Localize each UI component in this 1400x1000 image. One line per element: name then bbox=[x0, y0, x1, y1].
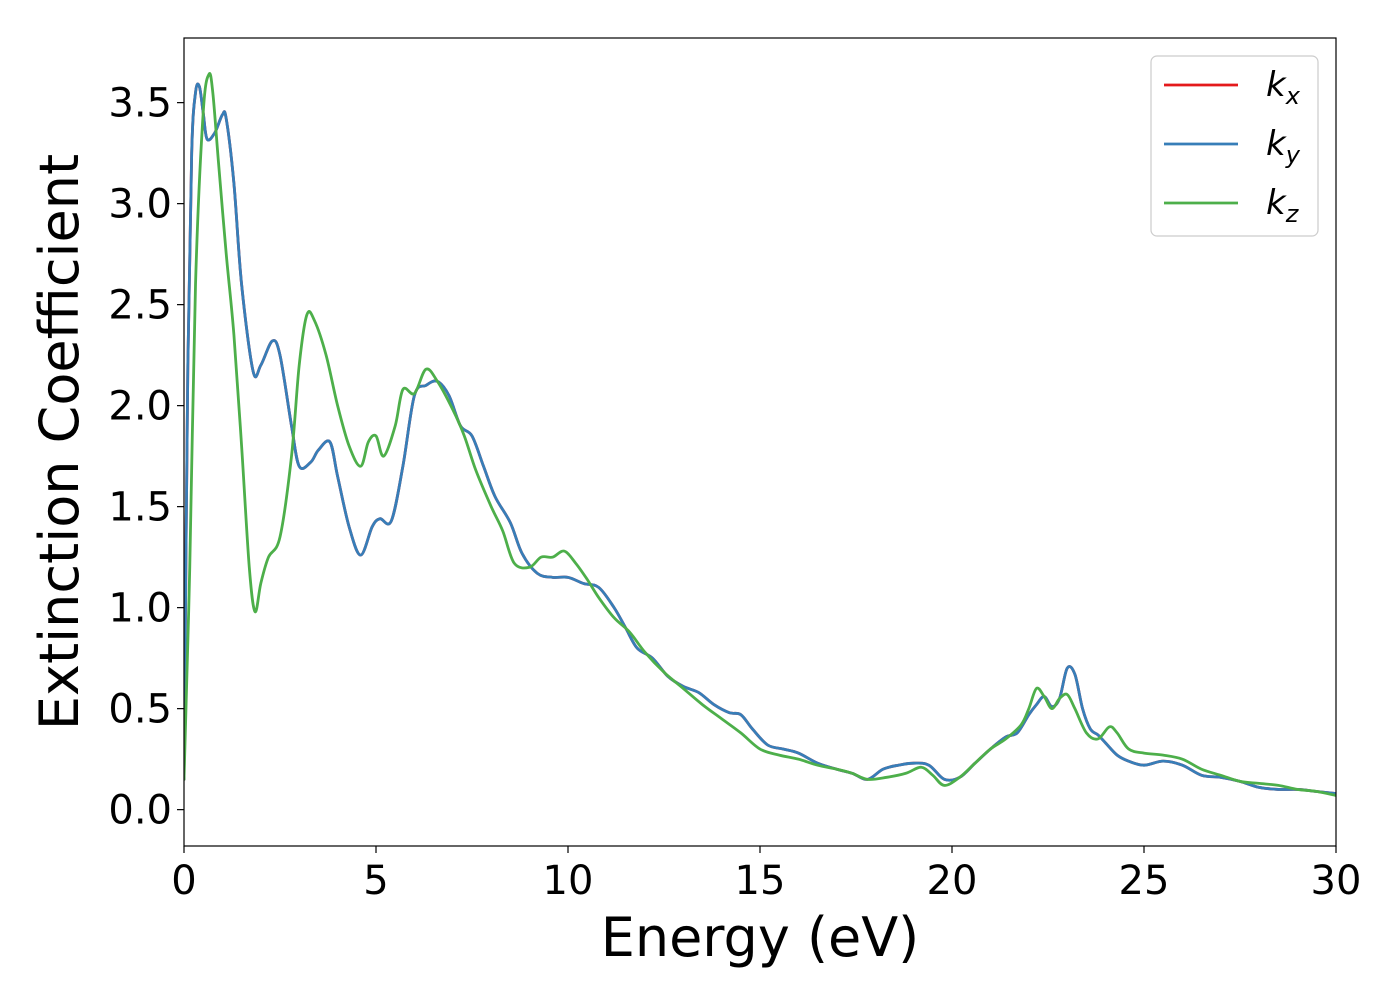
x-tick-label: 0 bbox=[171, 858, 196, 904]
legend-item-kx: kx bbox=[1164, 65, 1301, 110]
y-tick-label: 2.0 bbox=[108, 384, 172, 430]
legend-box bbox=[1150, 55, 1319, 237]
x-tick-label: 10 bbox=[543, 858, 594, 904]
x-tick-label: 30 bbox=[1311, 858, 1362, 904]
y-tick-label: 0.5 bbox=[108, 687, 172, 733]
y-tick-label: 2.5 bbox=[108, 283, 172, 329]
legend: kx ky kz bbox=[1150, 55, 1319, 237]
y-tick-label: 3.5 bbox=[108, 81, 172, 127]
y-tick-label: 1.0 bbox=[108, 586, 172, 632]
x-tick-label: 20 bbox=[927, 858, 978, 904]
legend-item-kz: kz bbox=[1164, 183, 1300, 228]
x-tick-label: 15 bbox=[735, 858, 786, 904]
legend-label: ky bbox=[1266, 124, 1301, 169]
x-axis-title: Energy (eV) bbox=[601, 906, 920, 969]
y-tick-label: 3.0 bbox=[108, 182, 172, 228]
legend-label: kx bbox=[1266, 65, 1301, 110]
x-tick-label: 5 bbox=[363, 858, 388, 904]
series-line-kz bbox=[184, 72, 1336, 797]
legend-item-ky: ky bbox=[1164, 124, 1301, 169]
y-axis-title: Extinction Coefficient bbox=[28, 154, 91, 730]
ticks-layer: 0 5 10 15 20 25 30 0.0 0.5 1.0 1.5 2.0 2.5 3.0 3.5 bbox=[108, 81, 1361, 904]
legend-label: kz bbox=[1266, 183, 1300, 228]
x-tick-label: 25 bbox=[1119, 858, 1170, 904]
y-tick-label: 0.0 bbox=[108, 788, 172, 834]
series-layer bbox=[184, 72, 1336, 797]
y-tick-label: 1.5 bbox=[108, 485, 172, 531]
